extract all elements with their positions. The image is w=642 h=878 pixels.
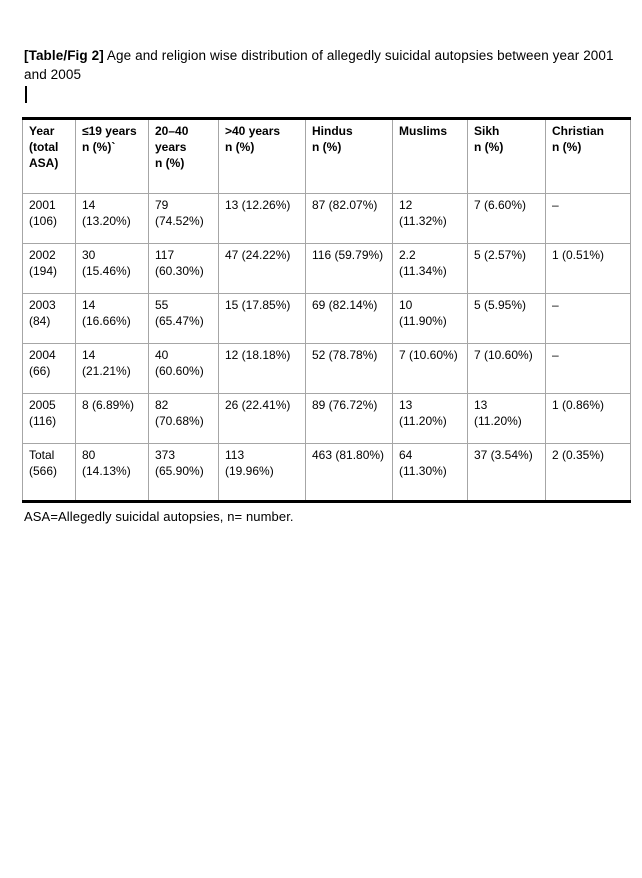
table-cell: 69 (82.14%) xyxy=(305,293,393,344)
table-cell: 10 (11.90%) xyxy=(392,293,468,344)
caption-text: Age and religion wise distribution of al… xyxy=(24,48,614,82)
table-cell: 14 (21.21%) xyxy=(75,343,149,394)
table-cell: 14 (16.66%) xyxy=(75,293,149,344)
table-cell: – xyxy=(545,343,631,394)
header-year: Year (total ASA) xyxy=(22,118,76,194)
caption-label: [Table/Fig 2] xyxy=(24,48,104,63)
table-cell: 7 (10.60%) xyxy=(467,343,546,394)
header-sikh: Sikh n (%) xyxy=(467,118,546,194)
table-cell: – xyxy=(545,293,631,344)
table-cell: 13 (12.26%) xyxy=(218,193,306,244)
table-cell: 2001 (106) xyxy=(22,193,76,244)
autopsy-distribution-table: Year (total ASA) ≤19 years n (%)` 20–40 … xyxy=(22,117,631,503)
table-cell: 26 (22.41%) xyxy=(218,393,306,444)
table-cell: 463 (81.80%) xyxy=(305,443,393,502)
table-caption: [Table/Fig 2] Age and religion wise dist… xyxy=(24,46,620,84)
table-row-2002: 2002 (194) 30 (15.46%) 117 (60.30%) 47 (… xyxy=(22,243,631,294)
table-cell: 37 (3.54%) xyxy=(467,443,546,502)
table-cell: 2004 (66) xyxy=(22,343,76,394)
header-20-40: 20–40 years n (%) xyxy=(148,118,219,194)
table-cell: 2005 (116) xyxy=(22,393,76,444)
table-cell: 47 (24.22%) xyxy=(218,243,306,294)
text-cursor xyxy=(25,86,27,103)
table-cell: 12 (18.18%) xyxy=(218,343,306,394)
table-cell: 7 (10.60%) xyxy=(392,343,468,394)
table-cell: 2002 (194) xyxy=(22,243,76,294)
header-under19: ≤19 years n (%)` xyxy=(75,118,149,194)
header-christian: Christian n (%) xyxy=(545,118,631,194)
table-cell: 2 (0.35%) xyxy=(545,443,631,502)
table-cell: – xyxy=(545,193,631,244)
table-cell: 52 (78.78%) xyxy=(305,343,393,394)
table-cell: 5 (5.95%) xyxy=(467,293,546,344)
table-cell: 40 (60.60%) xyxy=(148,343,219,394)
table-cell: Total (566) xyxy=(22,443,76,502)
table-cell: 2.2 (11.34%) xyxy=(392,243,468,294)
table-cell: 13 (11.20%) xyxy=(392,393,468,444)
table-row-2003: 2003 (84) 14 (16.66%) 55 (65.47%) 15 (17… xyxy=(22,293,631,344)
header-hindus: Hindus n (%) xyxy=(305,118,393,194)
table-row-2005: 2005 (116) 8 (6.89%) 82 (70.68%) 26 (22.… xyxy=(22,393,631,444)
table-cell: 1 (0.51%) xyxy=(545,243,631,294)
table-cell: 79 (74.52%) xyxy=(148,193,219,244)
table-cell: 89 (76.72%) xyxy=(305,393,393,444)
header-row: Year (total ASA) ≤19 years n (%)` 20–40 … xyxy=(22,118,631,194)
table-cell: 82 (70.68%) xyxy=(148,393,219,444)
header-muslims: Muslims xyxy=(392,118,468,194)
table-cell: 116 (59.79%) xyxy=(305,243,393,294)
table-cell: 8 (6.89%) xyxy=(75,393,149,444)
table-cell: 55 (65.47%) xyxy=(148,293,219,344)
table-cell: 117 (60.30%) xyxy=(148,243,219,294)
table-cell: 373 (65.90%) xyxy=(148,443,219,502)
table-cell: 1 (0.86%) xyxy=(545,393,631,444)
table-row-2001: 2001 (106) 14 (13.20%) 79 (74.52%) 13 (1… xyxy=(22,193,631,244)
table-row-2004: 2004 (66) 14 (21.21%) 40 (60.60%) 12 (18… xyxy=(22,343,631,394)
table-cell: 7 (6.60%) xyxy=(467,193,546,244)
table-row-total: Total (566) 80 (14.13%) 373 (65.90%) 113… xyxy=(22,443,631,502)
table-cell: 2003 (84) xyxy=(22,293,76,344)
table-cell: 12 (11.32%) xyxy=(392,193,468,244)
table-cell: 14 (13.20%) xyxy=(75,193,149,244)
document-page: [Table/Fig 2] Age and religion wise dist… xyxy=(22,46,631,525)
table-cell: 64 (11.30%) xyxy=(392,443,468,502)
table-cell: 13 (11.20%) xyxy=(467,393,546,444)
table-cell: 15 (17.85%) xyxy=(218,293,306,344)
table-footnote: ASA=Allegedly suicidal autopsies, n= num… xyxy=(24,509,294,524)
table-cell: 5 (2.57%) xyxy=(467,243,546,294)
table-cell: 87 (82.07%) xyxy=(305,193,393,244)
header-over40: >40 years n (%) xyxy=(218,118,306,194)
table-cell: 30 (15.46%) xyxy=(75,243,149,294)
table-cell: 80 (14.13%) xyxy=(75,443,149,502)
table-cell: 113 (19.96%) xyxy=(218,443,306,502)
